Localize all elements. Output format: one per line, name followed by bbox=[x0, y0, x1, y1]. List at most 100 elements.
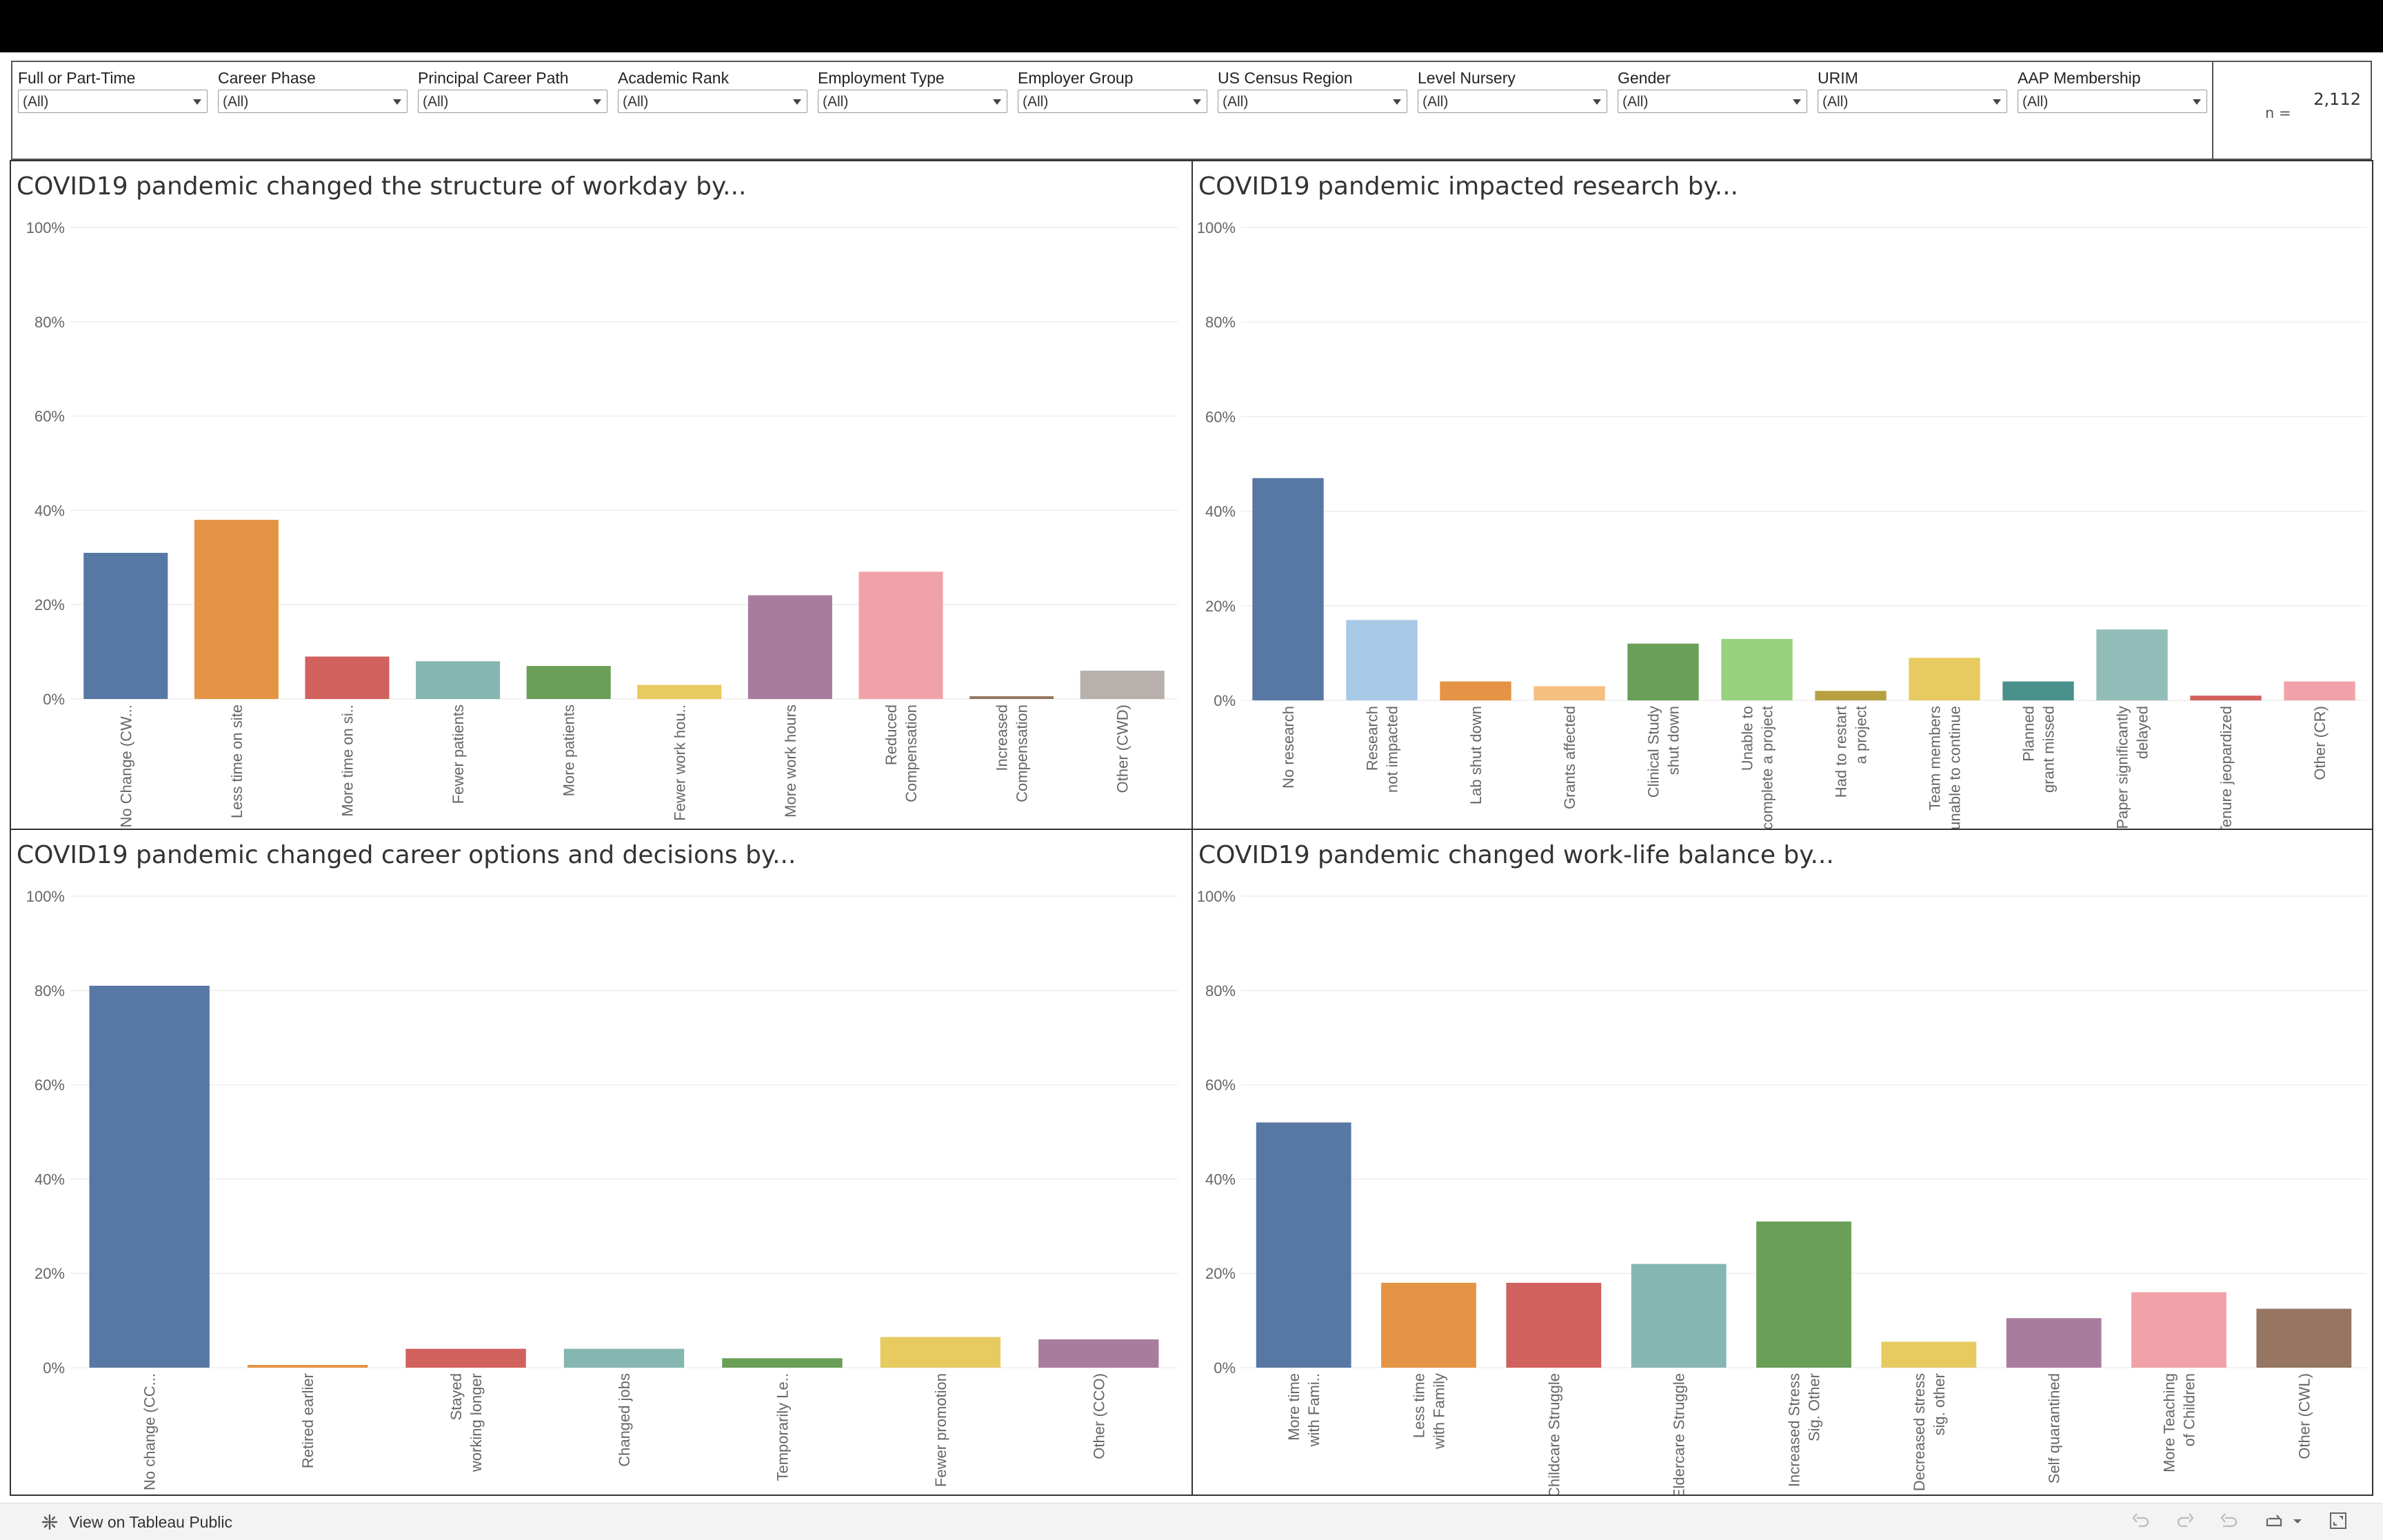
filter-dropdown[interactable]: (All) bbox=[1618, 90, 1807, 113]
bar-4[interactable] bbox=[1627, 643, 1699, 700]
x-tick-label: No Change (CW... bbox=[117, 705, 134, 828]
bar-9[interactable] bbox=[1080, 670, 1165, 699]
y-tick-label: 100% bbox=[1197, 888, 1236, 905]
bar-3[interactable] bbox=[416, 661, 501, 699]
undo-icon[interactable] bbox=[2131, 1510, 2151, 1531]
bar-8[interactable] bbox=[2002, 681, 2074, 700]
y-tick-label: 60% bbox=[34, 1077, 65, 1094]
y-tick-label: 60% bbox=[1205, 408, 1236, 425]
x-tick-label: Tenure jeopardized bbox=[2218, 706, 2235, 829]
bar-4[interactable] bbox=[1756, 1221, 1851, 1368]
filter-value: (All) bbox=[1622, 94, 1649, 110]
share-icon[interactable] bbox=[2263, 1510, 2304, 1531]
filter-dropdown[interactable]: (All) bbox=[218, 90, 408, 113]
bar-3[interactable] bbox=[1631, 1264, 1727, 1368]
y-tick-label: 20% bbox=[34, 596, 65, 614]
fullscreen-icon[interactable] bbox=[2328, 1510, 2349, 1531]
filter-dropdown[interactable]: (All) bbox=[1418, 90, 1607, 113]
filter-label: AAP Membership bbox=[2018, 69, 2141, 87]
y-tick-label: 80% bbox=[34, 314, 65, 331]
filter-dropdown[interactable]: (All) bbox=[18, 90, 208, 113]
filter-value: (All) bbox=[1223, 94, 1249, 110]
x-tick-label: More time on si.. bbox=[339, 705, 356, 817]
x-tick-label: Increased Compensation bbox=[994, 705, 1031, 802]
filter-label: Level Nursery bbox=[1418, 69, 1516, 87]
y-tick-label: 40% bbox=[34, 1171, 65, 1188]
x-tick-label: Unable to complete a project bbox=[1739, 706, 1776, 829]
filter-dropdown[interactable]: (All) bbox=[1018, 90, 1207, 113]
bar-6[interactable] bbox=[747, 595, 832, 699]
redo-icon[interactable] bbox=[2175, 1510, 2195, 1531]
dropdown-arrow-icon bbox=[793, 99, 801, 105]
x-tick-label: Childcare Struggle bbox=[1545, 1373, 1562, 1495]
bar-2[interactable] bbox=[1440, 681, 1511, 700]
bar-2[interactable] bbox=[305, 656, 390, 699]
footer-bar: View on Tableau Public bbox=[0, 1503, 2383, 1540]
y-tick-label: 100% bbox=[1197, 219, 1236, 236]
x-tick-label: Less time on site bbox=[228, 705, 245, 818]
dropdown-arrow-icon bbox=[1593, 99, 1601, 105]
bar-3[interactable] bbox=[563, 1348, 685, 1368]
filter-dropdown[interactable]: (All) bbox=[1818, 90, 2007, 113]
filter-dropdown[interactable]: (All) bbox=[1218, 90, 1407, 113]
bar-4[interactable] bbox=[526, 666, 611, 699]
bar-11[interactable] bbox=[2284, 681, 2355, 700]
bar-2[interactable] bbox=[1506, 1282, 1602, 1368]
y-tick-label: 60% bbox=[34, 408, 65, 425]
bar-1[interactable] bbox=[194, 520, 279, 699]
filter-panel: Full or Part-Time (All) Career Phase (All) P… bbox=[11, 61, 2213, 160]
x-tick-label: Grants affected bbox=[1561, 706, 1578, 809]
filter-5: Employer Group (All) bbox=[1018, 69, 1207, 113]
filter-label: US Census Region bbox=[1218, 69, 1353, 87]
filter-dropdown[interactable]: (All) bbox=[818, 90, 1007, 113]
bar-7[interactable] bbox=[858, 571, 943, 699]
y-tick-label: 60% bbox=[1205, 1077, 1236, 1094]
filter-label: Full or Part-Time bbox=[18, 69, 136, 87]
filter-label: Employer Group bbox=[1018, 69, 1134, 87]
dropdown-arrow-icon bbox=[993, 99, 1001, 105]
bar-9[interactable] bbox=[2096, 629, 2168, 700]
filter-0: Full or Part-Time (All) bbox=[18, 69, 208, 113]
filter-dropdown[interactable]: (All) bbox=[618, 90, 807, 113]
y-tick-label: 40% bbox=[1205, 1171, 1236, 1188]
bar-2[interactable] bbox=[405, 1348, 526, 1368]
dropdown-arrow-icon bbox=[593, 99, 601, 105]
y-tick-label: 100% bbox=[26, 219, 65, 236]
bar-5[interactable] bbox=[637, 685, 722, 699]
bar-4[interactable] bbox=[722, 1358, 843, 1368]
bar-6[interactable] bbox=[2006, 1318, 2102, 1368]
x-tick-label: Fewer promotion bbox=[932, 1373, 949, 1487]
bar-0[interactable] bbox=[89, 985, 210, 1368]
bar-5[interactable] bbox=[1721, 638, 1793, 700]
filter-label: Academic Rank bbox=[618, 69, 730, 87]
bar-6[interactable] bbox=[1038, 1339, 1159, 1368]
view-on-tableau-link[interactable]: View on Tableau Public bbox=[40, 1512, 232, 1532]
dropdown-arrow-icon bbox=[193, 99, 201, 105]
filter-dropdown[interactable]: (All) bbox=[2018, 90, 2207, 113]
x-tick-label: Planned grant missed bbox=[2020, 706, 2058, 793]
bar-5[interactable] bbox=[1881, 1341, 1977, 1368]
bar-0[interactable] bbox=[83, 552, 168, 699]
y-tick-label: 0% bbox=[43, 1359, 65, 1377]
bar-10[interactable] bbox=[2190, 696, 2262, 700]
filter-10: AAP Membership (All) bbox=[2018, 69, 2207, 113]
bar-6[interactable] bbox=[1815, 691, 1887, 700]
bar-1[interactable] bbox=[1346, 620, 1418, 700]
bar-8[interactable] bbox=[969, 696, 1054, 699]
x-tick-label: Other (CR) bbox=[2311, 706, 2329, 780]
bar-3[interactable] bbox=[1534, 686, 1605, 700]
chart-title: COVID19 pandemic changed career options … bbox=[17, 841, 796, 869]
filter-dropdown[interactable]: (All) bbox=[418, 90, 607, 113]
bar-0[interactable] bbox=[1256, 1122, 1351, 1368]
dropdown-arrow-icon bbox=[1993, 99, 2001, 105]
x-tick-label: Increased Stress Sig. Other bbox=[1786, 1373, 1823, 1487]
bar-7[interactable] bbox=[1909, 658, 1980, 700]
bar-1[interactable] bbox=[1381, 1282, 1476, 1368]
bar-8[interactable] bbox=[2256, 1308, 2352, 1368]
bar-7[interactable] bbox=[2131, 1292, 2226, 1368]
chart-title: COVID19 pandemic changed the structure o… bbox=[17, 172, 747, 201]
bar-5[interactable] bbox=[880, 1337, 1001, 1368]
bar-1[interactable] bbox=[247, 1365, 368, 1368]
bar-0[interactable] bbox=[1252, 478, 1324, 700]
revert-icon[interactable] bbox=[2219, 1510, 2240, 1531]
